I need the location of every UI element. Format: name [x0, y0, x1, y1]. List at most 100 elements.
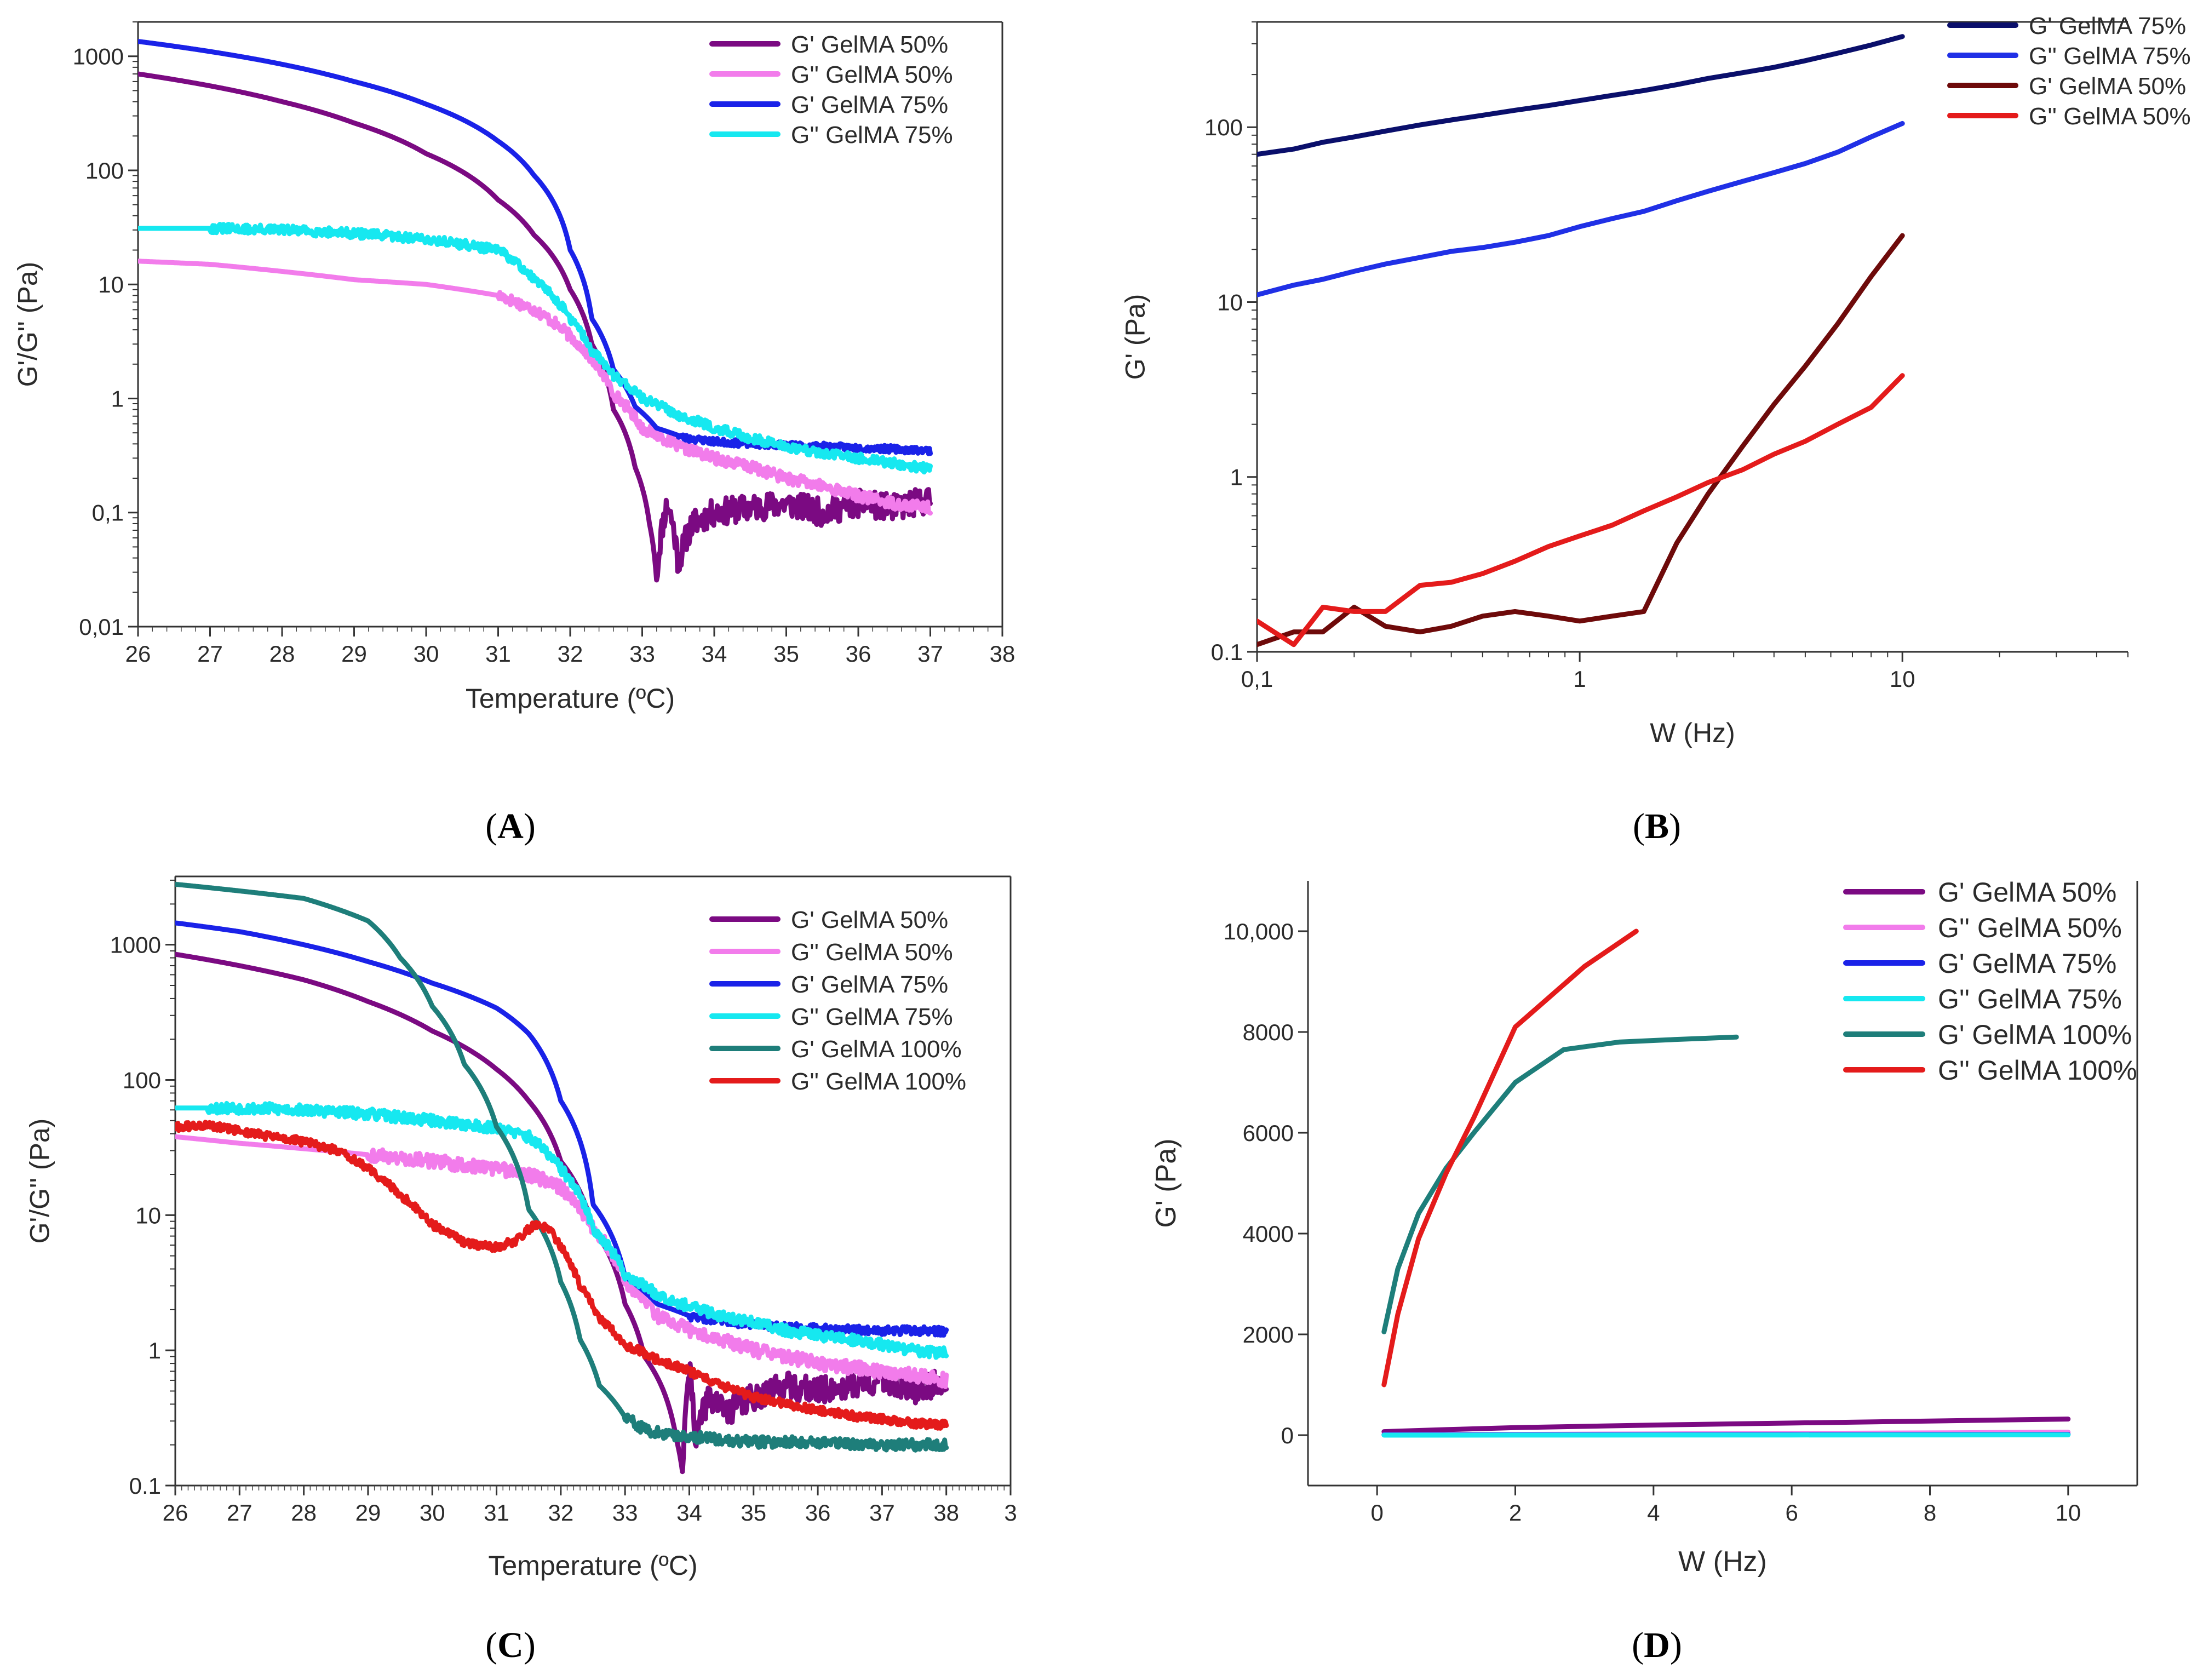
series-line-d-5 — [1381, 928, 1639, 1387]
series-line-c-3 — [175, 1100, 949, 1360]
legend-label: G' GelMA 50% — [791, 907, 948, 933]
legend-label: G' GelMA 50% — [2029, 73, 2186, 100]
plot-frame — [174, 875, 1012, 1487]
y-axis-ticks: 0 2000 4000 6000 8000 10,000 — [1224, 919, 1308, 1448]
x-axis-ticks: 26 27 28 29 30 31 32 33 34 35 36 37 38 3 — [163, 1486, 1017, 1526]
series-line-d-4 — [1381, 1034, 1739, 1334]
x-tick-label: 3 — [1004, 1500, 1017, 1526]
x-tick-label: 30 — [414, 641, 439, 667]
x-tick-label: 36 — [846, 641, 871, 667]
x-tick-label: 38 — [933, 1500, 959, 1526]
x-tick-label: 27 — [227, 1500, 253, 1526]
series-group — [1381, 928, 2071, 1438]
legend-label: G'' GelMA 50% — [791, 61, 953, 88]
y-axis-label: G'/G'' (Pa) — [25, 1119, 55, 1244]
series-line-c-0 — [175, 951, 949, 1475]
x-axis-label: Temperature (ºC) — [466, 683, 675, 714]
y-tick-label: 10,000 — [1224, 919, 1294, 944]
y-tick-label: 1000 — [110, 932, 161, 958]
y-tick-label: 0.1 — [1211, 639, 1243, 665]
legend-label: G' GelMA 75% — [2029, 13, 2186, 39]
x-tick-label: 37 — [869, 1500, 895, 1526]
x-tick-label: 4 — [1647, 1500, 1660, 1526]
legend: G' GelMA 50% G'' GelMA 50% G' GelMA 75% G''… — [709, 31, 953, 148]
chart-panel-a: 26 27 28 29 30 31 32 33 34 35 36 37 38 0,01 0,1 1 10 100 1… — [13, 21, 1015, 714]
x-tick-label: 29 — [355, 1500, 381, 1526]
y-tick-label: 2000 — [1243, 1322, 1294, 1348]
x-tick-label: 6 — [1785, 1500, 1798, 1526]
legend-label: G'' GelMA 100% — [1938, 1055, 2137, 1086]
legend-label: G' GelMA 100% — [791, 1036, 962, 1063]
y-tick-label: 4000 — [1243, 1221, 1294, 1247]
legend-label: G' GelMA 75% — [1938, 948, 2116, 979]
x-tick-label: 29 — [341, 641, 367, 667]
x-tick-label: 33 — [612, 1500, 638, 1526]
series-group — [175, 881, 949, 1475]
y-axis-label: G' (Pa) — [1120, 294, 1151, 380]
legend: G' GelMA 50% G'' GelMA 50% G' GelMA 75% G''… — [1843, 877, 2137, 1086]
series-line-a-3 — [138, 222, 933, 475]
legend-label: G' GelMA 75% — [791, 971, 948, 998]
y-tick-label: 0.1 — [129, 1473, 161, 1499]
series-group — [1257, 34, 1905, 647]
panel-label-d: (D) — [1632, 1625, 1682, 1665]
y-tick-label: 0,01 — [79, 614, 124, 640]
x-tick-label: 35 — [773, 641, 799, 667]
y-tick-label: 0,1 — [92, 500, 124, 526]
y-tick-label: 100 — [1204, 114, 1243, 140]
y-tick-label: 100 — [123, 1068, 161, 1093]
panel-label-b: (B) — [1633, 806, 1681, 846]
legend-label: G'' GelMA 75% — [2029, 43, 2191, 70]
x-tick-label: 26 — [163, 1500, 188, 1526]
x-tick-label: 28 — [291, 1500, 317, 1526]
legend-label: G'' GelMA 100% — [791, 1068, 966, 1095]
y-tick-label: 10 — [1217, 289, 1243, 315]
x-tick-label: 10 — [2055, 1500, 2081, 1526]
series-line-a-1 — [138, 259, 933, 516]
legend-label: G' GelMA 100% — [1938, 1019, 2132, 1050]
x-tick-label: 27 — [197, 641, 223, 667]
legend-label: G' GelMA 50% — [1938, 877, 2116, 908]
series-line-b-0 — [1257, 34, 1905, 157]
series-line-c-2 — [175, 920, 949, 1338]
legend-label: G'' GelMA 75% — [791, 122, 953, 148]
chart-panel-c: 26 27 28 29 30 31 32 33 34 35 36 37 38 3 0.1 1 10 100 1000… — [25, 875, 1017, 1581]
y-axis-ticks: 0.1 1 10 100 — [1204, 21, 1257, 665]
legend: G' GelMA 50% G'' GelMA 50% G' GelMA 75% G''… — [709, 907, 966, 1095]
y-tick-label: 1 — [111, 386, 124, 411]
series-line-b-3 — [1257, 373, 1905, 647]
x-tick-label: 32 — [558, 641, 583, 667]
x-tick-label: 36 — [805, 1500, 831, 1526]
y-tick-label: 100 — [85, 158, 124, 184]
x-tick-label: 31 — [485, 641, 511, 667]
series-line-d-0 — [1381, 1417, 2071, 1435]
x-tick-label: 35 — [741, 1500, 766, 1526]
series-line-b-1 — [1257, 121, 1905, 297]
series-line-d-3 — [1381, 1432, 2071, 1438]
series-group — [138, 39, 933, 583]
x-tick-label: 31 — [484, 1500, 509, 1526]
legend-label: G'' GelMA 50% — [1938, 913, 2122, 943]
x-tick-label: 10 — [1890, 666, 1915, 692]
x-axis-label: Temperature (ºC) — [488, 1550, 697, 1581]
y-tick-label: 1 — [1230, 465, 1243, 490]
x-tick-label: 0,1 — [1241, 666, 1273, 692]
y-tick-label: 10 — [135, 1202, 161, 1228]
x-axis-ticks: 26 27 28 29 30 31 32 33 34 35 36 37 38 — [125, 627, 1015, 667]
panel-label-a: (A) — [485, 806, 536, 846]
x-axis-ticks: 0 2 4 6 8 10 — [1370, 1486, 2081, 1526]
x-tick-label: 34 — [702, 641, 727, 667]
chart-panel-d: 0 2 4 6 8 10 0 2000 4000 6000 8000 10,000 W (Hz) G' (… — [1150, 877, 2138, 1578]
y-axis-ticks: 0.1 1 10 100 1000 — [110, 879, 175, 1499]
y-tick-label: 1000 — [73, 44, 124, 70]
x-tick-label: 8 — [1924, 1500, 1936, 1526]
x-tick-label: 32 — [548, 1500, 573, 1526]
x-tick-label: 2 — [1509, 1500, 1522, 1526]
y-tick-label: 8000 — [1243, 1019, 1294, 1045]
y-tick-label: 6000 — [1243, 1120, 1294, 1146]
y-tick-label: 1 — [148, 1338, 161, 1363]
legend-label: G'' GelMA 75% — [791, 1004, 953, 1030]
legend-label: G'' GelMA 50% — [791, 939, 953, 966]
x-tick-label: 28 — [269, 641, 295, 667]
